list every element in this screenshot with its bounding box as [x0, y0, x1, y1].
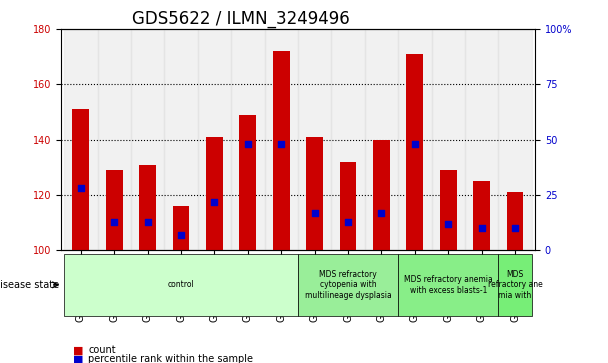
Point [277, 141, 286, 147]
Bar [97, 29, 131, 250]
Point [477, 225, 486, 231]
Bar [231, 29, 264, 250]
Text: GDS5622 / ILMN_3249496: GDS5622 / ILMN_3249496 [132, 10, 350, 28]
Bar [398, 29, 432, 250]
FancyBboxPatch shape [298, 254, 398, 316]
Text: MDS
refractory ane
mia with: MDS refractory ane mia with [488, 270, 542, 300]
Point [243, 141, 253, 147]
Bar [106, 170, 123, 250]
Bar [440, 170, 457, 250]
Bar [131, 29, 164, 250]
Bar [407, 54, 423, 250]
Point [176, 232, 186, 238]
Bar [473, 181, 490, 250]
Text: MDS refractory
cytopenia with
multilineage dysplasia: MDS refractory cytopenia with multilinea… [305, 270, 392, 300]
Bar [198, 29, 231, 250]
Bar [465, 29, 499, 250]
Text: control: control [168, 280, 195, 289]
Bar [331, 29, 365, 250]
Bar [173, 206, 189, 250]
FancyBboxPatch shape [398, 254, 499, 316]
Point [443, 221, 453, 227]
Point [210, 199, 219, 204]
Point [343, 219, 353, 224]
Text: ■: ■ [73, 345, 83, 355]
Point [510, 225, 520, 231]
Point [109, 219, 119, 224]
Bar [264, 29, 298, 250]
Bar [139, 164, 156, 250]
Bar [499, 29, 532, 250]
Bar [365, 29, 398, 250]
FancyBboxPatch shape [499, 254, 532, 316]
Point [410, 141, 420, 147]
Bar [240, 115, 256, 250]
Text: disease state: disease state [0, 280, 59, 290]
Text: count: count [88, 345, 116, 355]
Point [143, 219, 153, 224]
Bar [506, 192, 523, 250]
Text: MDS refractory anemia
with excess blasts-1: MDS refractory anemia with excess blasts… [404, 275, 492, 294]
Bar [340, 162, 356, 250]
Text: percentile rank within the sample: percentile rank within the sample [88, 354, 253, 363]
Text: ■: ■ [73, 354, 83, 363]
Bar [298, 29, 331, 250]
Bar [306, 137, 323, 250]
Point [76, 185, 86, 191]
Bar [72, 109, 89, 250]
Bar [206, 137, 223, 250]
Point [309, 210, 319, 216]
Bar [64, 29, 97, 250]
Bar [432, 29, 465, 250]
FancyBboxPatch shape [64, 254, 298, 316]
Bar [373, 140, 390, 250]
Point [376, 210, 386, 216]
Bar [273, 51, 289, 250]
Bar [164, 29, 198, 250]
